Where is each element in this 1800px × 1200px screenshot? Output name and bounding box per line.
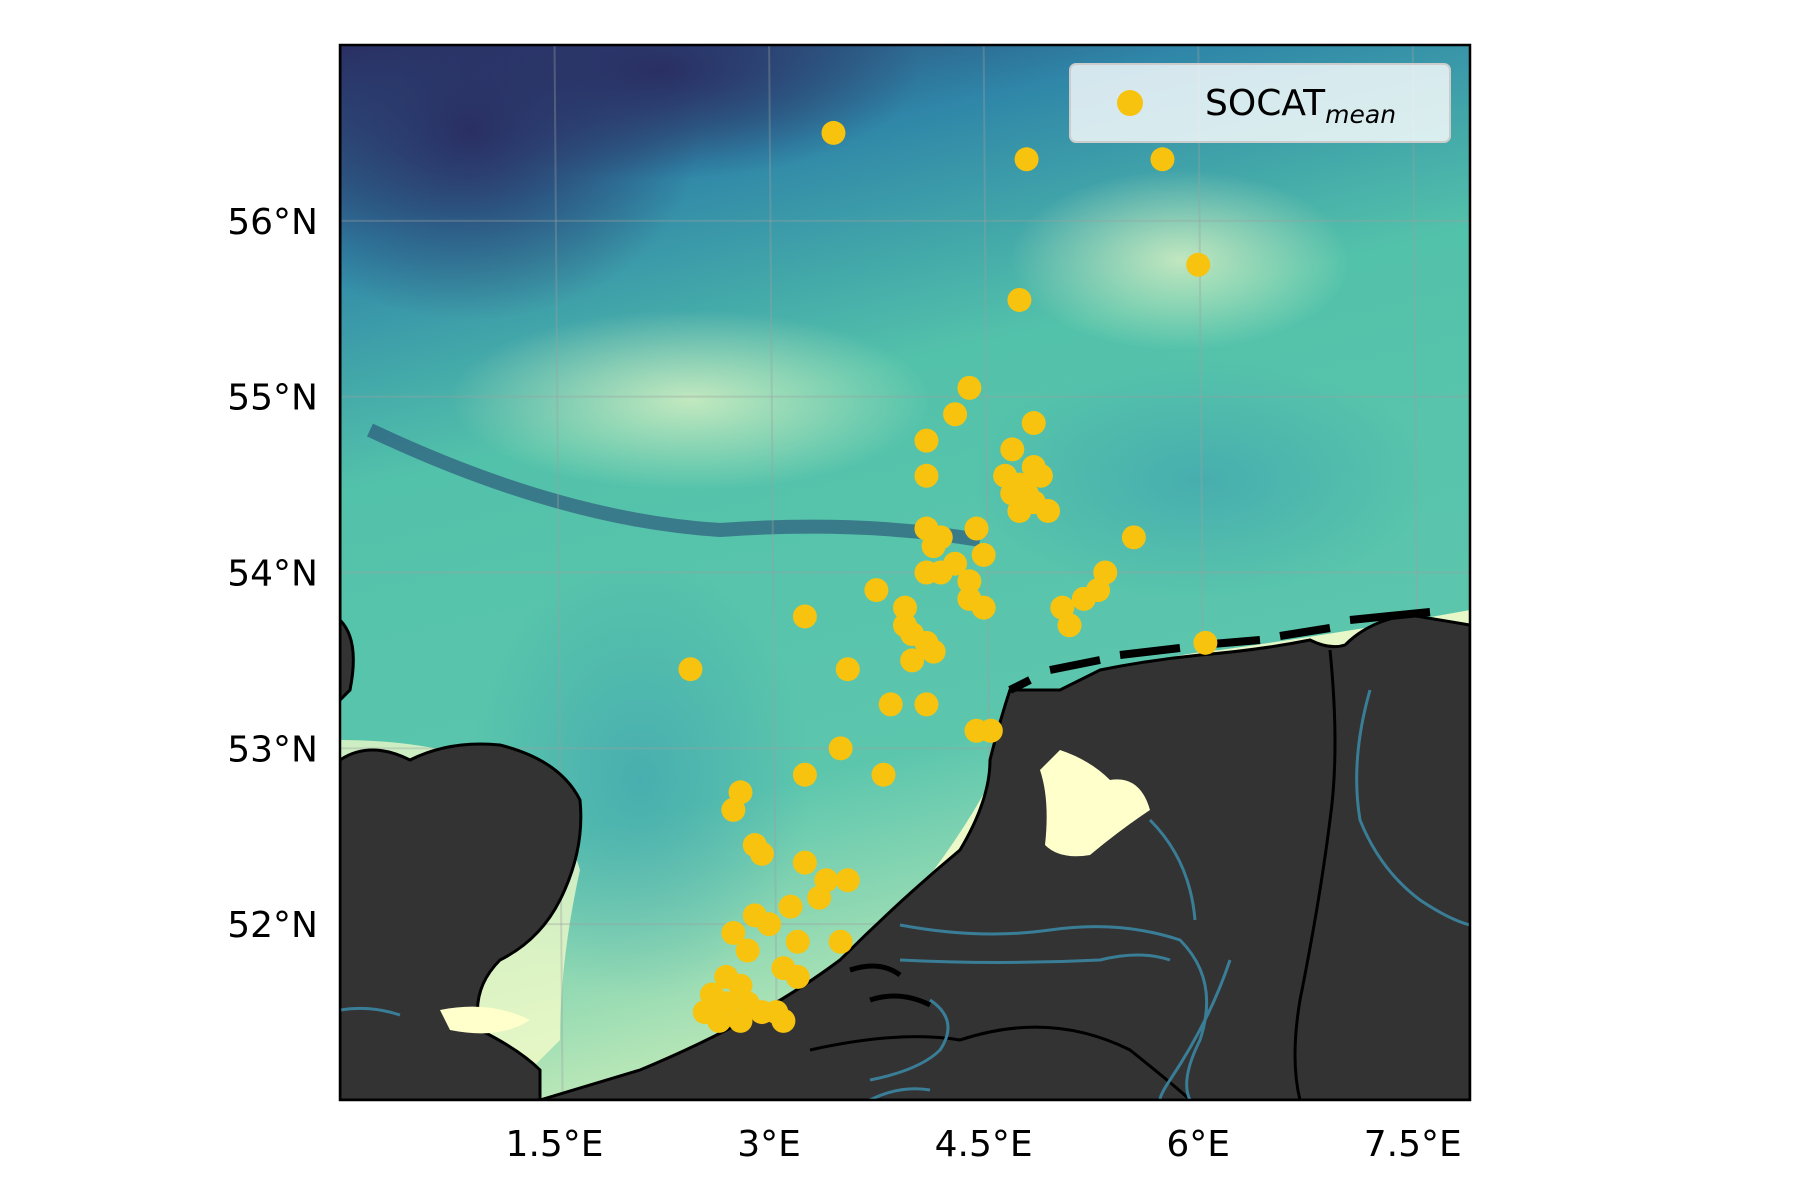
river-rhine <box>899 923 1209 1100</box>
latitude-labels: 52°N 53°N 54°N 55°N 56°N <box>227 202 318 946</box>
wadden-islands <box>1008 608 1431 694</box>
socat-point <box>1014 147 1039 172</box>
deep-trough-north <box>400 45 920 180</box>
socat-point <box>1000 437 1025 462</box>
socat-point <box>921 534 946 559</box>
lake-ijsselmeer <box>1040 750 1150 857</box>
socat-point <box>821 120 846 145</box>
socat-point <box>957 375 982 400</box>
gridline-lon <box>553 45 564 1100</box>
socat-point <box>978 718 1003 743</box>
river-ijssel <box>1148 818 1197 921</box>
legend-label: SOCATmean <box>1205 83 1396 129</box>
legend: SOCATmean <box>1069 63 1451 143</box>
socat-point <box>807 885 832 910</box>
socat-point <box>871 762 896 787</box>
socat-point <box>778 894 803 919</box>
german-bight-deep <box>970 360 1430 600</box>
legend-marker <box>1117 90 1143 116</box>
socat-points <box>678 120 1218 1033</box>
socat-point <box>971 595 996 620</box>
socat-point <box>893 595 917 620</box>
legend-box <box>1069 63 1451 143</box>
river-scheldt <box>869 1087 931 1100</box>
socat-point <box>957 569 982 594</box>
socat-point <box>864 578 889 603</box>
socat-point <box>757 912 782 937</box>
socat-point <box>943 402 968 427</box>
socat-point <box>1007 287 1032 312</box>
socat-point <box>828 929 853 954</box>
river-thames <box>340 1006 401 1017</box>
land-england-north <box>340 45 355 703</box>
socat-point <box>721 920 746 945</box>
river-meuse <box>869 998 950 1082</box>
longitude-labels: 1.5°E 3°E 4.5°E 6°E 7.5°E <box>506 1124 1462 1165</box>
socat-point <box>1021 411 1046 436</box>
socat-point <box>900 648 925 673</box>
thames-estuary-water <box>440 1006 530 1034</box>
river-waal <box>899 953 1171 964</box>
socat-point <box>1028 463 1053 488</box>
socat-point <box>1150 147 1175 172</box>
lat-tick-label: 55°N <box>227 378 318 419</box>
socat-point <box>721 797 746 822</box>
river-ems <box>1355 689 1470 927</box>
river-vecht <box>1158 959 1232 1100</box>
socat-point <box>785 929 810 954</box>
socat-point <box>943 551 968 576</box>
socat-point <box>1071 586 1096 611</box>
lon-tick-label: 6°E <box>1166 1124 1230 1165</box>
socat-point <box>971 542 996 567</box>
socat-point <box>878 692 903 717</box>
socat-point <box>792 604 817 629</box>
lat-tick-label: 54°N <box>227 554 318 595</box>
land-continent <box>539 613 1470 1100</box>
map-frame <box>338 43 1472 1102</box>
socat-point <box>1193 630 1218 655</box>
socat-point <box>964 516 989 541</box>
socat-point <box>835 868 860 893</box>
socat-point <box>835 657 860 682</box>
shoal-north-east <box>1010 170 1350 350</box>
delta-islands <box>849 963 932 1008</box>
lat-tick-label: 56°N <box>227 202 318 243</box>
channel-trench <box>367 423 982 547</box>
socat-point <box>771 1008 796 1033</box>
socat-point <box>792 850 817 875</box>
lon-tick-label: 7.5°E <box>1364 1124 1462 1165</box>
socat-point <box>692 1000 717 1025</box>
border-lines <box>809 649 1337 1100</box>
rivers <box>340 689 1470 1100</box>
lat-tick-label: 52°N <box>227 905 318 946</box>
lat-tick-label: 53°N <box>227 729 318 770</box>
socat-point <box>828 736 853 761</box>
lon-tick-label: 1.5°E <box>506 1124 604 1165</box>
socat-point <box>921 639 946 664</box>
socat-point <box>1007 498 1032 523</box>
socat-point <box>914 463 939 488</box>
lon-tick-label: 4.5°E <box>935 1124 1033 1165</box>
socat-point <box>792 762 817 787</box>
socat-point <box>914 428 939 453</box>
socat-point <box>1036 498 1061 523</box>
socat-point <box>735 938 760 963</box>
socat-point <box>1057 613 1082 638</box>
socat-point <box>1121 525 1146 550</box>
socat-point <box>914 692 939 717</box>
socat-point <box>678 657 703 682</box>
lon-tick-label: 3°E <box>737 1124 801 1165</box>
map-area <box>340 45 1470 1100</box>
socat-point <box>785 964 810 989</box>
socat-point <box>1186 252 1211 277</box>
socat-point <box>749 841 774 866</box>
dogger-bank-shoal <box>450 310 930 490</box>
socat-point <box>728 1008 753 1033</box>
